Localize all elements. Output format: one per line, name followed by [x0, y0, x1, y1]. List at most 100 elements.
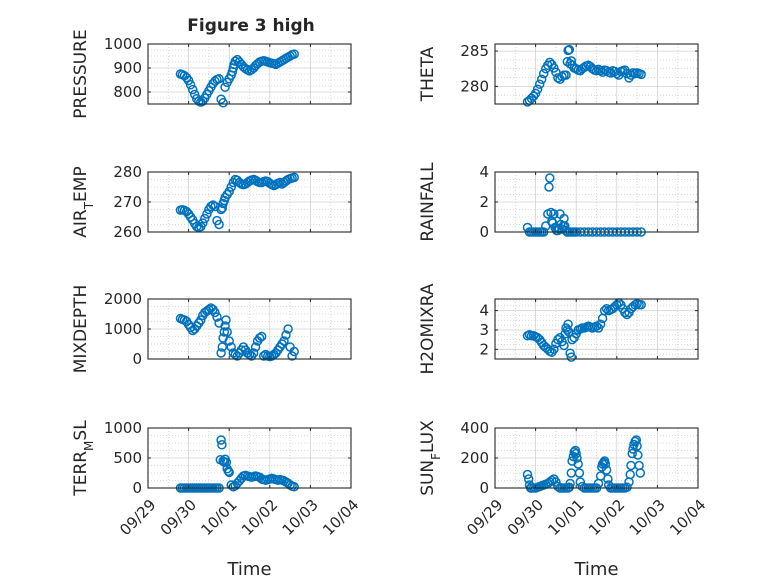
data-point — [632, 441, 642, 451]
data-point — [218, 98, 228, 108]
data-point — [564, 44, 575, 55]
data-point — [561, 70, 571, 80]
data-point — [571, 448, 581, 459]
data-point — [217, 440, 227, 450]
data-point — [226, 182, 236, 192]
x-tick-label: 10/04 — [319, 496, 362, 539]
series-markers — [522, 298, 646, 362]
data-point — [564, 482, 575, 493]
data-point — [287, 351, 297, 361]
data-point — [198, 218, 208, 228]
data-point — [624, 477, 634, 487]
data-point — [630, 436, 640, 447]
subplot-h2omixra: 234 H2OMIXRA — [418, 283, 699, 375]
y-tick-label: 800 — [113, 83, 142, 101]
x-tick-label: 10/02 — [585, 496, 628, 539]
y-tick-label: 2 — [479, 340, 489, 358]
series-markers — [175, 435, 299, 493]
data-point — [289, 49, 299, 59]
y-axis-label: SUNFLUX — [418, 420, 443, 496]
data-point — [595, 319, 606, 329]
data-point — [549, 209, 559, 219]
data-point — [202, 209, 212, 219]
y-tick-label: 280 — [113, 163, 142, 181]
y-tick-label: 1000 — [104, 320, 142, 338]
y-tick-label: 4 — [479, 302, 489, 320]
data-point — [600, 459, 611, 469]
data-point — [275, 177, 285, 188]
data-point — [532, 84, 543, 94]
data-point — [545, 173, 555, 183]
data-point — [601, 465, 612, 475]
data-point — [226, 342, 236, 352]
y-tick-label: 500 — [113, 449, 142, 467]
y-tick-label: 2 — [479, 193, 489, 211]
series-markers — [522, 435, 646, 493]
data-point — [256, 331, 267, 342]
series-markers — [175, 172, 299, 233]
y-tick-label: 4 — [479, 163, 489, 181]
x-tick-label: 10/04 — [666, 496, 709, 539]
y-tick-label: 0 — [132, 479, 142, 497]
data-point — [572, 453, 582, 463]
y-tick-label: 280 — [460, 77, 489, 95]
data-point — [281, 330, 291, 340]
data-point — [289, 482, 299, 492]
grid-lines — [495, 172, 698, 232]
data-point — [559, 340, 569, 351]
data-point — [522, 469, 533, 480]
x-tick-label: 09/30 — [504, 496, 547, 539]
data-point — [523, 474, 534, 484]
data-point — [224, 336, 234, 346]
y-axis-label: AIRTEMP — [71, 166, 96, 237]
x-tick-label: 10/03 — [626, 496, 669, 539]
data-point — [216, 435, 226, 445]
data-point — [187, 84, 198, 95]
data-point — [547, 475, 557, 486]
data-point — [574, 468, 585, 478]
data-point — [226, 480, 236, 490]
data-point — [214, 219, 224, 230]
subplot-theta: 280 285 THETA — [418, 42, 699, 107]
grid-lines — [148, 428, 351, 488]
data-point — [217, 342, 228, 352]
subplot-grid: 800 900 1000 PRESSURE 280 285 THETA 260 270 280 AI… — [71, 29, 709, 580]
y-tick-label: 0 — [479, 223, 489, 241]
x-tick-label: 10/01 — [197, 496, 240, 539]
data-point — [289, 172, 299, 183]
subplot-pressure: 800 900 1000 PRESSURE — [71, 29, 352, 119]
data-point — [210, 307, 220, 318]
data-point — [196, 315, 206, 325]
grid-lines — [148, 172, 351, 232]
figure-title: Figure 3 high — [187, 16, 315, 36]
y-tick-label: 0 — [479, 479, 489, 497]
y-tick-label: 900 — [113, 59, 142, 77]
data-point — [224, 186, 234, 197]
data-point — [248, 348, 259, 358]
data-point — [627, 448, 637, 459]
data-point — [224, 467, 234, 478]
data-point — [622, 482, 632, 493]
data-point — [625, 469, 635, 480]
data-point — [549, 344, 559, 355]
y-tick-label: 2000 — [104, 290, 142, 308]
y-tick-label: 270 — [113, 193, 142, 211]
axes-box — [494, 298, 699, 360]
series-markers — [175, 303, 299, 362]
data-point — [544, 182, 554, 192]
y-tick-label: 1000 — [104, 419, 142, 437]
subplot-mixdepth: 0 1000 2000 MIXDEPTH — [71, 285, 352, 373]
x-axis-label: Time — [573, 559, 618, 580]
data-point — [538, 68, 549, 79]
data-point — [216, 204, 226, 215]
data-point — [557, 71, 567, 82]
data-point — [289, 346, 299, 357]
x-tick-label: 09/29 — [116, 496, 159, 539]
y-tick-label: 3 — [479, 321, 489, 339]
series-markers — [522, 173, 646, 237]
subplot-rainfall: 0 2 4 RAINFALL — [418, 162, 699, 242]
data-point — [631, 435, 642, 445]
data-point — [221, 457, 232, 467]
y-tick-label: 260 — [113, 223, 142, 241]
y-axis-label: TERRMSL — [71, 420, 96, 497]
